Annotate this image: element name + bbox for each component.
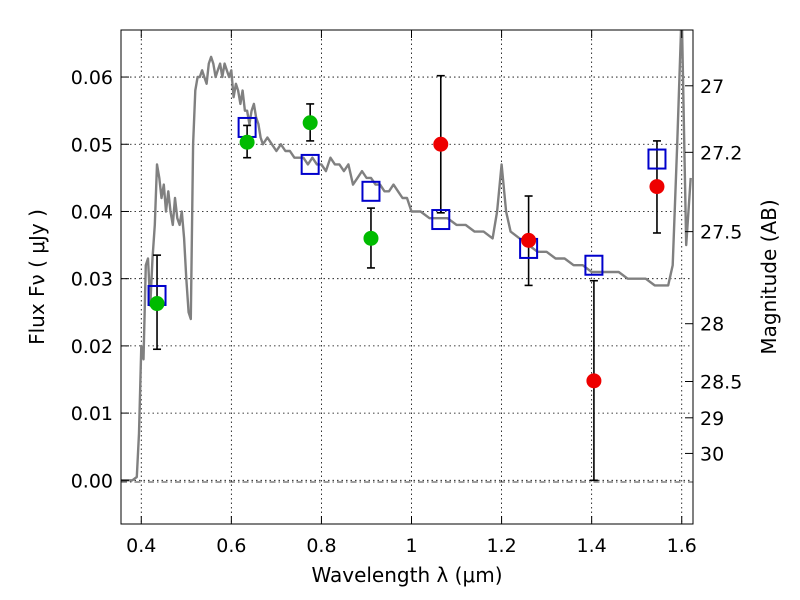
data-layer: [121, 30, 692, 482]
x-tick-label: 1.4: [577, 535, 607, 557]
plot-frame: [120, 29, 694, 525]
y-axis-label: Flux Fν ( μJy ): [25, 209, 49, 345]
y-tick-label: 0.02: [71, 336, 113, 358]
y2-tick-label: 28: [700, 314, 724, 336]
x-tick-label: 0.4: [126, 535, 156, 557]
x-axis-label: Wavelength λ (μm): [311, 563, 502, 587]
y2-tick-label: 30: [700, 443, 724, 465]
observed-flux-point: [363, 230, 379, 246]
y2-axis-label: Magnitude (AB): [757, 199, 781, 354]
model-photometry-square: [300, 153, 320, 175]
x-tick-label: 0.8: [306, 535, 336, 557]
observed-flux-point: [586, 373, 602, 389]
y-tick-label: 0.04: [71, 201, 113, 223]
y-tick-label: 0.01: [71, 403, 113, 425]
x-tick-label: 0.6: [216, 535, 246, 557]
x-tick-label: 1.6: [667, 535, 697, 557]
observed-flux-point: [239, 134, 255, 150]
y-tick-label: 0.05: [71, 134, 113, 156]
x-tick-label: 1.2: [486, 535, 516, 557]
observed-flux-point: [302, 115, 318, 131]
x-tick-label: 1: [405, 535, 417, 557]
y-tick-label: 0.03: [71, 269, 113, 291]
y2-tick-label: 29: [700, 408, 724, 430]
model-photometry-square: [361, 180, 381, 202]
model-photometry-square: [647, 148, 667, 170]
y2-tick-label: 28.5: [700, 372, 742, 394]
y2-tick-label: 27.2: [700, 142, 742, 164]
y-tick-label: 0.00: [71, 470, 113, 492]
observed-flux-point: [149, 296, 165, 312]
observed-flux-point: [649, 179, 665, 195]
y2-tick-label: 27.5: [700, 222, 742, 244]
observed-flux-point: [433, 136, 449, 152]
model-photometry-square: [431, 209, 451, 231]
y-tick-label: 0.06: [71, 67, 113, 89]
model-photometry-square: [584, 254, 604, 276]
grid-lines: [121, 30, 693, 524]
axis-ticks: 0.4 0.6 0.8 1 1.2 1.4 1.6 0.00 0.01 0.02 0.03 0.04 0…: [71, 30, 742, 557]
observed-flux-point: [521, 232, 537, 248]
y2-tick-label: 27: [700, 76, 724, 98]
